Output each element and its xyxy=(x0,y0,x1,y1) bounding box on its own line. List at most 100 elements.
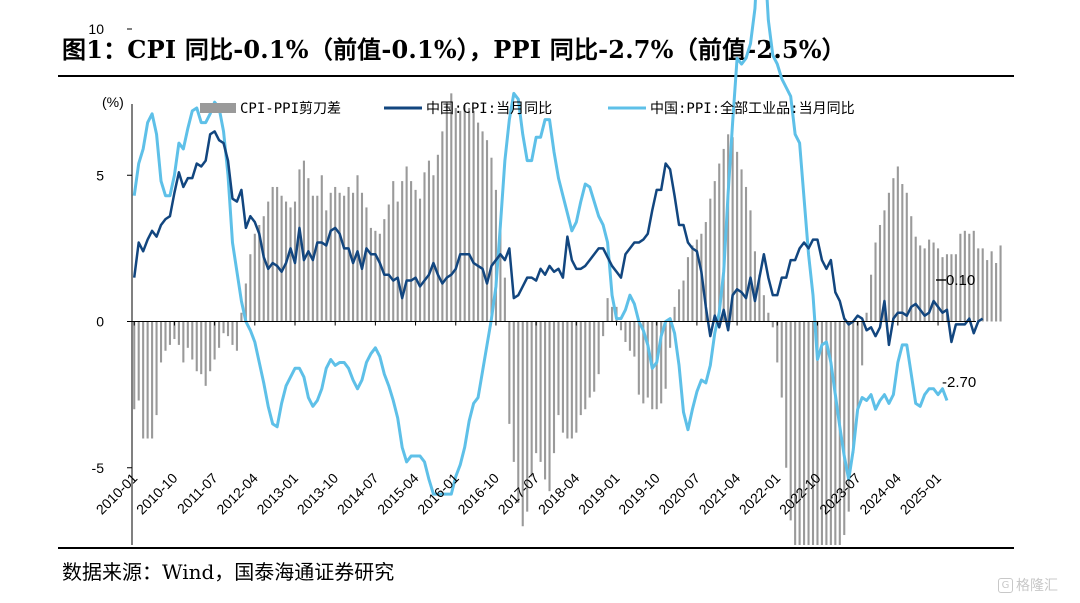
gap-bar xyxy=(329,192,332,322)
gap-bar xyxy=(870,274,873,322)
gap-bar xyxy=(347,186,350,322)
gap-bar xyxy=(673,306,676,322)
gap-bar xyxy=(463,105,466,322)
gap-bar xyxy=(642,321,645,404)
gap-bar xyxy=(633,321,636,357)
legend-label-cpi: 中国:CPI:当月同比 xyxy=(426,101,552,117)
gap-bar xyxy=(896,166,899,322)
gap-bar xyxy=(713,181,716,322)
gap-bar xyxy=(503,277,506,322)
gap-bar xyxy=(548,321,551,492)
gap-bar xyxy=(302,160,305,322)
ppi-end-label: -2.70 xyxy=(942,374,976,391)
gap-bar xyxy=(829,321,832,545)
gap-bar xyxy=(798,321,801,545)
gap-bar xyxy=(767,312,770,322)
gap-bar xyxy=(986,260,989,322)
gap-bar xyxy=(611,306,614,322)
gap-bar xyxy=(258,224,261,322)
gap-bar xyxy=(718,163,721,322)
gap-bar xyxy=(378,233,381,322)
gap-bar xyxy=(267,201,270,322)
x-tick-label: 2018-04 xyxy=(535,470,583,518)
y-tick-label: 10 xyxy=(88,21,104,37)
gap-bar xyxy=(499,224,502,322)
gap-bar xyxy=(459,110,462,322)
gap-bar xyxy=(972,230,975,322)
gap-bar xyxy=(865,312,868,322)
gap-bars xyxy=(133,93,1002,545)
gap-bar xyxy=(307,178,310,322)
end-labels: 0.10 -2.70 xyxy=(936,272,976,391)
gap-bar xyxy=(704,222,707,322)
y-tick-label: 0 xyxy=(96,314,104,330)
gap-bar xyxy=(360,192,364,322)
gap-bar xyxy=(155,321,158,416)
gap-bar xyxy=(200,321,203,375)
title-rule xyxy=(58,75,1014,77)
gap-bar xyxy=(856,321,859,410)
gap-bar xyxy=(722,148,725,322)
gap-bar xyxy=(494,189,497,322)
gap-bar xyxy=(660,321,663,404)
gap-bar xyxy=(517,321,520,503)
gap-bar xyxy=(151,321,154,439)
gap-bar xyxy=(677,289,681,322)
gap-bar xyxy=(901,184,904,322)
x-tick-label: 2016-10 xyxy=(454,470,502,518)
gap-bar xyxy=(794,321,797,545)
gap-bar xyxy=(990,251,993,322)
gap-bar xyxy=(776,321,779,363)
gap-bar xyxy=(289,207,292,322)
gap-bar xyxy=(244,283,247,322)
gap-bar xyxy=(785,321,788,468)
gap-bar xyxy=(427,160,431,322)
x-tick-label: 2016-01 xyxy=(414,470,462,518)
gap-bar xyxy=(736,151,739,322)
gap-bar xyxy=(887,192,890,322)
gap-bar xyxy=(588,321,591,398)
x-tick-label: 2013-10 xyxy=(294,470,342,518)
gap-bar xyxy=(932,242,935,322)
gap-bar xyxy=(218,321,221,348)
gap-bar xyxy=(928,239,931,322)
gap-bar xyxy=(682,280,685,322)
gap-bar xyxy=(472,110,475,322)
gap-bar xyxy=(883,210,886,322)
gap-bar xyxy=(535,321,538,454)
gap-bar xyxy=(240,312,243,322)
gap-bar xyxy=(753,251,756,322)
gap-bar xyxy=(749,210,752,322)
gap-bar xyxy=(262,216,265,322)
legend-label-ppi: 中国:PPI:全部工业品:当月同比 xyxy=(650,100,855,117)
gap-bar xyxy=(414,189,417,322)
gap-bar xyxy=(740,169,743,322)
gap-bar xyxy=(744,186,748,322)
gap-bar xyxy=(133,321,136,410)
gap-bar xyxy=(298,169,301,322)
gap-bar xyxy=(338,192,341,322)
gap-bar xyxy=(164,321,167,351)
x-tick-label: 2010-01 xyxy=(93,470,141,518)
gap-bar xyxy=(177,321,180,345)
gap-bar xyxy=(807,321,810,545)
gap-bar xyxy=(195,321,198,372)
gap-bar xyxy=(485,140,489,322)
gap-bar xyxy=(186,321,189,348)
gap-bar xyxy=(941,257,944,322)
gap-bar xyxy=(619,321,623,331)
gap-bar xyxy=(343,195,346,322)
x-tick-label: 2013-01 xyxy=(253,470,301,518)
gap-bar xyxy=(945,254,949,322)
gap-bar xyxy=(253,233,256,322)
gap-bar xyxy=(910,216,913,322)
x-tick-label: 2022-01 xyxy=(736,470,784,518)
gap-bar xyxy=(919,245,922,322)
gap-bar xyxy=(146,321,149,439)
gap-bar xyxy=(191,321,194,360)
gap-bar xyxy=(490,157,493,322)
gap-bar xyxy=(168,321,172,345)
gap-bar xyxy=(539,321,542,462)
gap-bar xyxy=(874,242,877,322)
gap-bar xyxy=(526,321,529,512)
